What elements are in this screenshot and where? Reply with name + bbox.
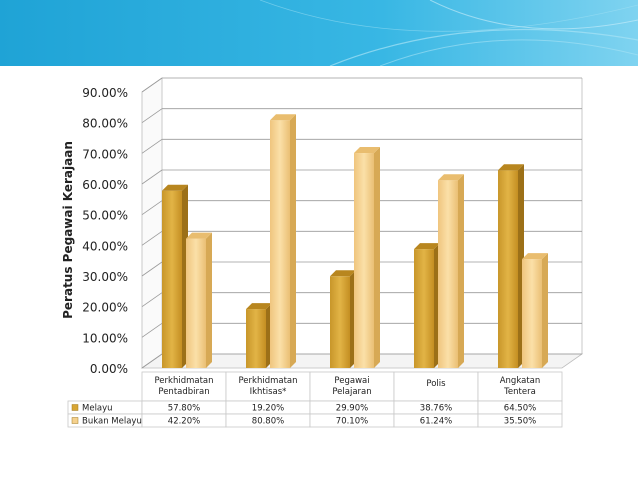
category-cell xyxy=(393,371,479,402)
legend-label: Bukan Melayu xyxy=(82,417,142,427)
y-tick-label: 80.00% xyxy=(82,117,128,131)
category-label: Pegawai xyxy=(334,376,369,386)
bar-top xyxy=(354,147,380,154)
bar-side xyxy=(206,232,212,368)
bar-top xyxy=(438,174,464,181)
y-tick-label: 20.00% xyxy=(82,301,128,315)
bar-melayu xyxy=(162,184,188,368)
bar-top xyxy=(414,243,440,250)
bar-side xyxy=(458,174,464,368)
data-label: 61.24% xyxy=(420,417,452,427)
header-banner xyxy=(0,0,638,66)
data-label: 42.20% xyxy=(168,417,200,427)
bar-top xyxy=(498,164,524,171)
gridline-diag xyxy=(141,292,163,307)
bar-melayu xyxy=(414,243,440,368)
bar-face xyxy=(162,190,182,368)
y-tick-label: 50.00% xyxy=(82,209,128,223)
category-label: Angkatan xyxy=(500,376,541,386)
bar-face xyxy=(246,309,266,368)
bar-face xyxy=(270,120,290,368)
bar-face xyxy=(354,153,374,368)
gridline-diag xyxy=(141,139,163,154)
bar-face xyxy=(414,249,434,368)
gridline-diag xyxy=(141,169,163,185)
data-label: 64.50% xyxy=(504,404,536,414)
bar-side xyxy=(542,253,548,368)
category-label: Ikhtisas* xyxy=(250,387,287,397)
bar-top xyxy=(270,114,296,121)
gridline-diag xyxy=(141,200,163,215)
gridline-diag xyxy=(141,323,163,338)
y-tick-label: 0.00% xyxy=(90,362,128,376)
bars xyxy=(162,114,548,368)
y-tick-label: 60.00% xyxy=(82,178,128,192)
bar-face xyxy=(438,180,458,368)
legend-swatch xyxy=(71,404,79,411)
data-label: 57.80% xyxy=(168,404,200,414)
category-cell xyxy=(477,371,563,402)
legend-swatch xyxy=(71,417,79,424)
y-axis-label: Peratus Pegawai Kerajaan xyxy=(61,141,75,319)
bar-melayu xyxy=(246,303,272,368)
category-label: Pelajaran xyxy=(332,387,371,397)
bar-face xyxy=(498,170,518,368)
category-label: Tentera xyxy=(503,387,536,397)
y-tick-label: 90.00% xyxy=(82,86,128,100)
y-axis-ticks: 0.00% 10.00% 20.00% 30.00% 40.00% 50.00% 60.00… xyxy=(82,86,128,376)
data-label: 29.90% xyxy=(336,404,368,414)
bar-face xyxy=(186,238,206,368)
category-cell xyxy=(309,371,395,402)
category-cell xyxy=(225,371,311,402)
gridline-diag xyxy=(141,77,163,93)
bar-bukan-melayu xyxy=(438,174,464,368)
category-label: Perkhidmatan xyxy=(238,376,297,386)
gridline-diag xyxy=(141,261,163,277)
bar-face xyxy=(522,259,542,368)
bar-melayu xyxy=(498,164,524,368)
value-cell xyxy=(477,413,563,428)
bar-side xyxy=(290,114,296,368)
bar-top xyxy=(162,184,188,191)
y-tick-label: 70.00% xyxy=(82,147,128,161)
y-tick-label: 30.00% xyxy=(82,270,128,284)
data-label: 35.50% xyxy=(504,417,536,427)
gridline-diag xyxy=(141,353,163,369)
bar-bukan-melayu xyxy=(522,253,548,368)
y-tick-label: 10.00% xyxy=(82,331,128,345)
category-label: Pentadbiran xyxy=(158,387,209,397)
bar-top xyxy=(186,232,212,239)
bar-bukan-melayu xyxy=(186,232,212,368)
legend-label: Melayu xyxy=(82,404,113,414)
bar-top xyxy=(246,303,272,310)
bar-top xyxy=(522,253,548,260)
data-label: 80.80% xyxy=(252,417,284,427)
bar-bukan-melayu xyxy=(270,114,296,368)
y-tick-label: 40.00% xyxy=(82,239,128,253)
bar-bukan-melayu xyxy=(354,147,380,368)
category-cell xyxy=(141,371,227,402)
side-wall xyxy=(141,77,163,369)
data-label: 38.76% xyxy=(420,404,452,414)
data-label: 70.10% xyxy=(336,417,368,427)
bar-melayu xyxy=(330,270,356,368)
category-label: Perkhidmatan xyxy=(154,376,213,386)
bar-side xyxy=(374,147,380,368)
category-label: Polis xyxy=(426,379,446,389)
data-label: 19.20% xyxy=(252,404,284,414)
bar-face xyxy=(330,276,350,368)
gridline-diag xyxy=(141,231,163,246)
gridline-diag xyxy=(141,108,163,123)
data-table: PerkhidmatanPentadbiranPerkhidmatanIkhti… xyxy=(67,371,563,428)
bar-top xyxy=(330,270,356,277)
